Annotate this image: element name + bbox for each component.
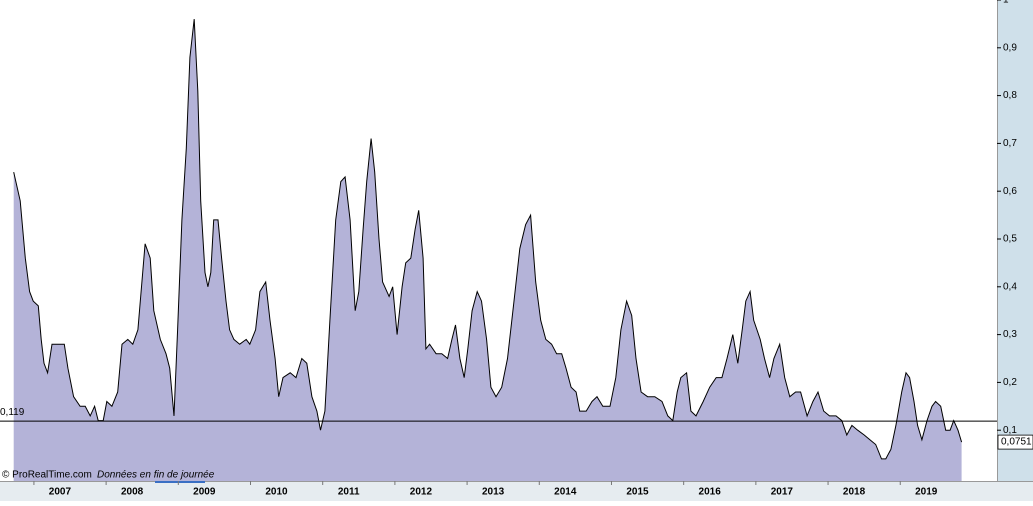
x-tick-label: 2018 bbox=[843, 487, 866, 498]
x-tick-label: 2011 bbox=[338, 487, 360, 498]
x-tick-label: 2008 bbox=[121, 487, 144, 498]
y-tick-label: 0,8 bbox=[1003, 90, 1017, 101]
selection-bar bbox=[155, 481, 205, 483]
y-tick-label: 1 bbox=[1003, 0, 1009, 6]
x-tick-label: 2019 bbox=[915, 487, 938, 498]
x-tick-label: 2014 bbox=[554, 487, 577, 498]
reference-label: 0,119 bbox=[0, 407, 25, 418]
x-tick-label: 2013 bbox=[482, 487, 505, 498]
last-value-label: 0,0751 bbox=[1001, 437, 1032, 448]
last-value-box bbox=[997, 434, 1033, 450]
y-tick-label: 0,4 bbox=[1003, 281, 1017, 292]
source: © ProRealTime.com bbox=[2, 470, 92, 481]
y-tick-label: 0,2 bbox=[1003, 377, 1017, 388]
y-tick-label: 0,5 bbox=[1003, 234, 1017, 245]
x-tick-label: 2007 bbox=[49, 487, 72, 498]
y-tick-label: 0,9 bbox=[1003, 42, 1017, 53]
x-tick-label: 2017 bbox=[771, 487, 794, 498]
x-tick-label: 2016 bbox=[699, 487, 722, 498]
x-tick-label: 2012 bbox=[410, 487, 433, 498]
note: Données en fin de journée bbox=[97, 470, 215, 481]
area-line bbox=[13, 19, 963, 460]
y-tick-label: 0,1 bbox=[1003, 425, 1017, 436]
y-tick-label: 0,7 bbox=[1003, 138, 1017, 149]
x-tick-label: 2015 bbox=[626, 487, 649, 498]
y-tick-label: 0,3 bbox=[1003, 329, 1017, 340]
y-axis-panel bbox=[997, 0, 1033, 481]
x-tick-label: 2009 bbox=[193, 487, 216, 498]
y-tick-label: 0,6 bbox=[1003, 186, 1017, 197]
x-tick-label: 2010 bbox=[265, 487, 288, 498]
x-axis-panel bbox=[0, 481, 1033, 501]
plot bbox=[13, 19, 963, 481]
area-fill bbox=[13, 19, 962, 481]
